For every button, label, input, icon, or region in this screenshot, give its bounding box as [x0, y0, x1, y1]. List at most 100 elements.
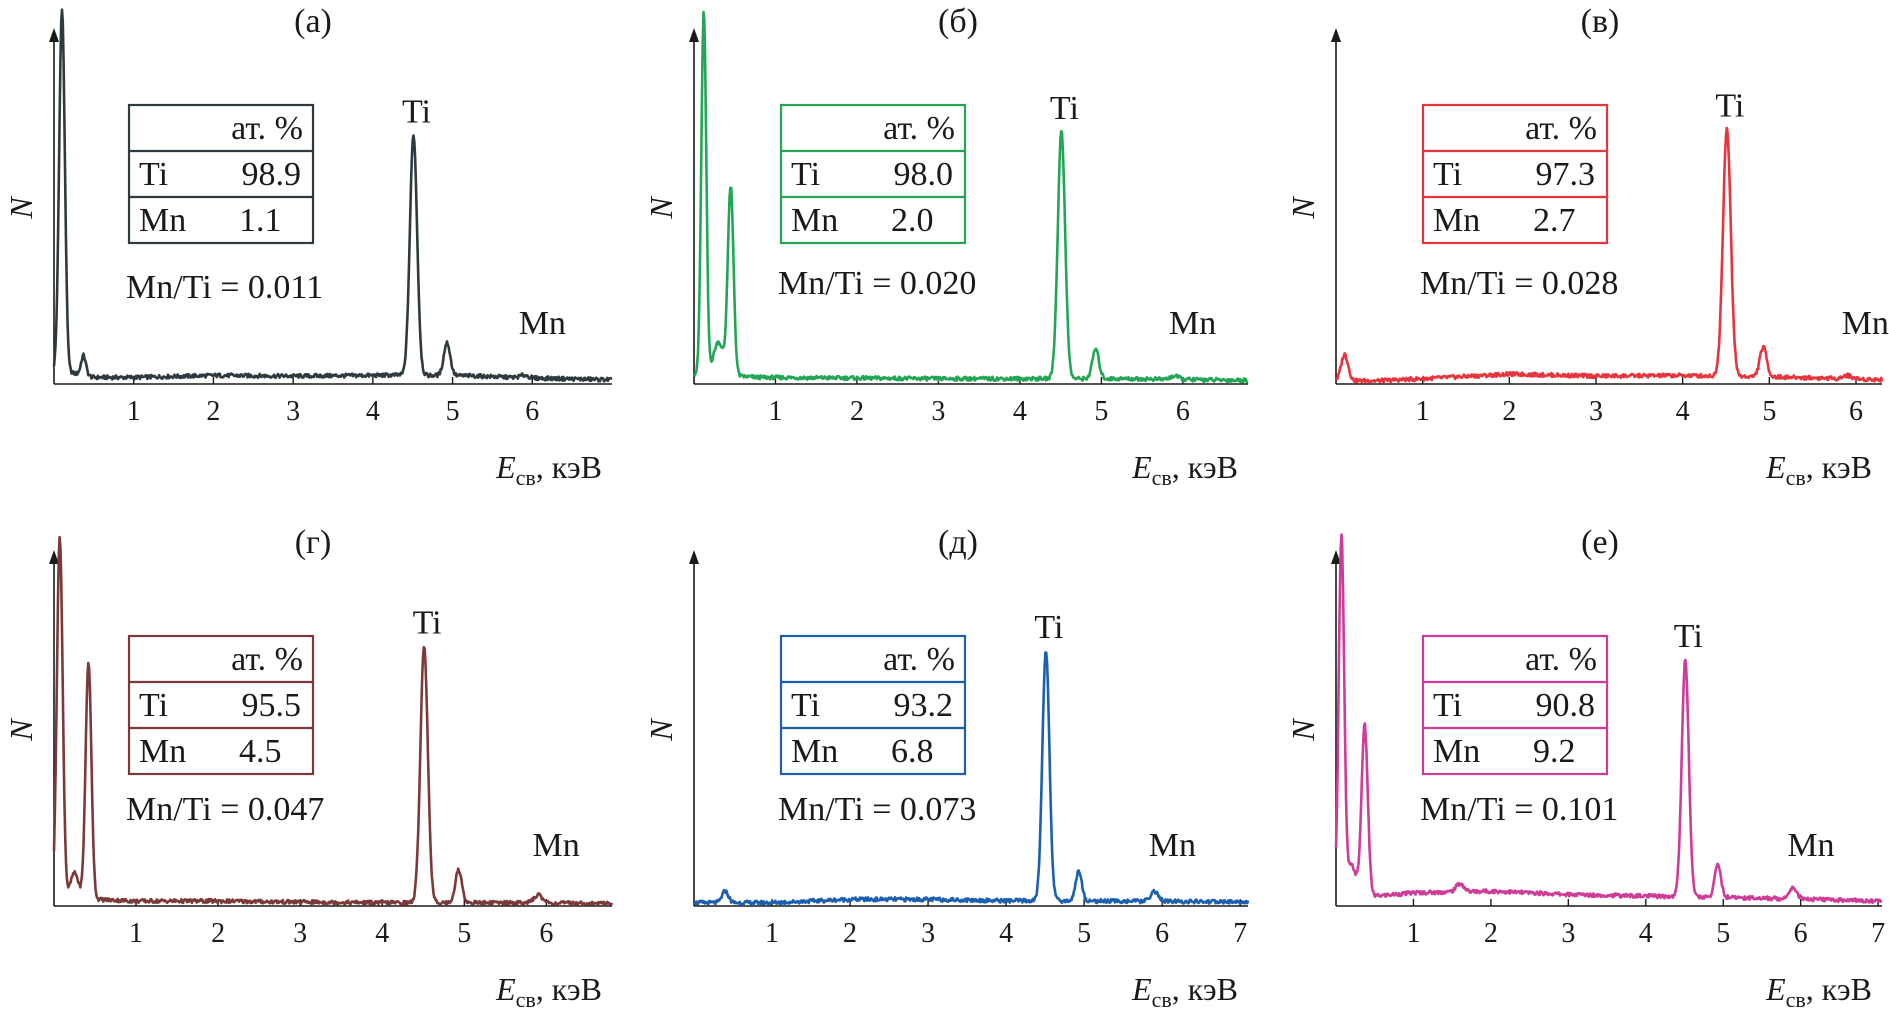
x-tick-label: 6: [1794, 918, 1808, 949]
table-frame: [1421, 103, 1609, 245]
peak-label: Mn: [519, 305, 566, 342]
table-value: 4.5: [239, 733, 282, 770]
peak-label: Mn: [1169, 305, 1216, 342]
table-element: Mn: [139, 733, 186, 770]
x-tick-label: 2: [211, 918, 225, 949]
spectrum-panel: 1 2 3 4 5 6 7 N Eсв, кэВ (е) Ti Mn ат. % Ti 90.8 Mn 9.2 M…: [1285, 524, 1885, 1012]
table-header: ат. %: [1525, 641, 1597, 678]
table-header: ат. %: [1525, 110, 1597, 147]
x-tick-label: 5: [446, 396, 460, 427]
x-tick-label: 1: [1406, 918, 1420, 949]
peak-label: Mn: [533, 827, 580, 864]
table-value: 93.2: [894, 687, 954, 724]
x-tick-label: 4: [1676, 396, 1690, 427]
table-element: Mn: [1433, 733, 1480, 770]
y-axis-arrow: [689, 28, 699, 42]
table-element: Ti: [139, 156, 168, 193]
y-axis-arrow: [49, 550, 59, 564]
y-axis-arrow: [1331, 550, 1341, 564]
x-tick-label: 6: [1155, 918, 1169, 949]
x-axis-label: Eсв, кэВ: [495, 449, 602, 490]
ratio-text: Mn/Ti = 0.101: [1420, 791, 1618, 828]
x-tick-label: 3: [921, 918, 935, 949]
x-tick-label: 5: [1762, 396, 1776, 427]
x-tick-label: 4: [999, 918, 1013, 949]
peak-label: Mn: [1149, 827, 1196, 864]
x-tick-label: 3: [931, 396, 945, 427]
x-tick-label: 5: [457, 918, 471, 949]
table-frame: [127, 103, 315, 245]
table-element: Mn: [1433, 202, 1480, 239]
peak-label: Mn: [1787, 827, 1834, 864]
y-axis-label: N: [643, 718, 679, 742]
ratio-text: Mn/Ti = 0.011: [126, 269, 323, 306]
x-tick-label: 2: [850, 396, 864, 427]
table-element: Ti: [1433, 156, 1462, 193]
x-tick-label: 2: [1484, 918, 1498, 949]
x-tick-label: 4: [375, 918, 389, 949]
table-frame: [1421, 634, 1609, 776]
peak-label: Ti: [1034, 609, 1063, 646]
spectrum-line: [1334, 126, 1884, 384]
table-value: 9.2: [1533, 733, 1576, 770]
y-axis-label: N: [1285, 196, 1321, 220]
y-axis-label: N: [3, 718, 39, 742]
table-element: Ti: [791, 687, 820, 724]
spectrum-line: [693, 651, 1250, 906]
x-axis-label: Eсв, кэВ: [1765, 449, 1872, 490]
ratio-text: Mn/Ti = 0.028: [1420, 265, 1618, 302]
x-tick-label: 3: [1561, 918, 1575, 949]
y-axis-label: N: [643, 196, 679, 220]
x-tick-label: 6: [525, 396, 539, 427]
spectrum-panel: 1 2 3 4 5 6 N Eсв, кэВ (г) Ti Mn ат. % Ti 95.5 Mn 4.5 Mn…: [3, 524, 614, 1012]
panel-caption: (г): [295, 524, 332, 561]
x-tick-label: 3: [1589, 396, 1603, 427]
x-tick-label: 5: [1716, 918, 1730, 949]
table-element: Ti: [139, 687, 168, 724]
x-tick-label: 3: [286, 396, 300, 427]
panel-caption: (д): [938, 524, 978, 561]
x-tick-label: 4: [1639, 918, 1653, 949]
table-value: 98.9: [242, 156, 302, 193]
table-header: ат. %: [231, 110, 303, 147]
composition-table: ат. % Ti 90.8 Mn 9.2: [1421, 634, 1609, 776]
x-tick-label: 2: [843, 918, 857, 949]
x-tick-label: 1: [127, 396, 141, 427]
y-axis-arrow: [689, 550, 699, 564]
x-tick-label: 7: [1871, 918, 1885, 949]
panel-caption: (в): [1581, 3, 1620, 40]
table-value: 1.1: [239, 202, 282, 239]
x-tick-label: 4: [366, 396, 380, 427]
table-frame: [127, 634, 315, 776]
table-header: ат. %: [883, 641, 955, 678]
table-value: 2.0: [891, 202, 934, 239]
spectrum-panel: 1 2 3 4 5 6 N Eсв, кэВ (б) Ti Mn ат. % Ti 98.0 Mn 2.0 Mn…: [643, 3, 1249, 490]
spectrum-panel: 1 2 3 4 5 6 7 N Eсв, кэВ (д) Ti Mn ат. % Ti 93.2 Mn 6.8 M…: [643, 524, 1250, 1012]
peak-label: Ti: [413, 604, 442, 641]
panel-caption: (б): [938, 3, 978, 40]
panel-caption: (е): [1581, 524, 1619, 561]
x-axis-label: Eсв, кэВ: [495, 971, 602, 1012]
x-tick-label: 2: [206, 396, 220, 427]
table-value: 95.5: [242, 687, 302, 724]
x-axis-label: Eсв, кэВ: [1131, 971, 1238, 1012]
composition-table: ат. % Ti 93.2 Mn 6.8: [779, 634, 967, 776]
composition-table: ат. % Ti 97.3 Mn 2.7: [1421, 103, 1609, 245]
x-tick-label: 1: [768, 396, 782, 427]
x-tick-label: 5: [1077, 918, 1091, 949]
table-element: Mn: [139, 202, 186, 239]
peak-label: Ti: [1050, 90, 1079, 127]
table-header: ат. %: [231, 641, 303, 678]
table-value: 98.0: [894, 156, 954, 193]
x-tick-label: 2: [1502, 396, 1516, 427]
spectrum-line: [1334, 533, 1883, 904]
table-value: 97.3: [1536, 156, 1596, 193]
peak-label: Ti: [1674, 618, 1703, 655]
x-axis-label: Eсв, кэВ: [1765, 971, 1872, 1012]
x-tick-label: 1: [765, 918, 779, 949]
spectrum-panel: 1 2 3 4 5 6 N Eсв, кэВ (а) Ti Mn ат. % Ti 98.9 Mn 1.1 Mn…: [3, 3, 613, 490]
x-tick-label: 4: [1013, 396, 1027, 427]
composition-table: ат. % Ti 98.0 Mn 2.0: [779, 103, 967, 245]
table-value: 2.7: [1533, 202, 1576, 239]
